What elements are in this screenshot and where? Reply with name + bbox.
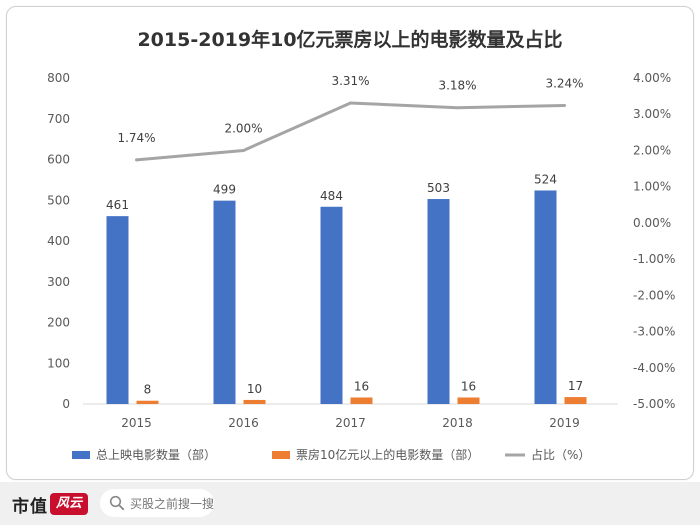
bar-billion-films: [136, 400, 159, 404]
right-axis-tick-label: 4.00%: [633, 71, 671, 85]
bar-billion-films: [457, 397, 480, 404]
bar-data-label: 524: [534, 172, 557, 186]
x-axis-tick-label: 2019: [549, 416, 580, 430]
left-axis-tick-label: 0: [62, 397, 70, 411]
bar-data-label: 484: [320, 189, 343, 203]
search-box[interactable]: 买股之前搜一搜: [100, 489, 214, 517]
left-axis-tick-label: 100: [47, 356, 70, 370]
right-axis-tick-label: 2.00%: [633, 143, 671, 157]
right-axis-tick-label: -1.00%: [633, 252, 675, 266]
right-axis-ticks: -5.00% -4.00% -3.00% -2.00% -1.00% 0.00% 1.00%…: [633, 71, 675, 411]
x-axis-tick-label: 2015: [121, 416, 152, 430]
legend: 总上映电影数量（部） 票房10亿元以上的电影数量（部） 占比（%）: [72, 447, 590, 462]
line-series: 1.74% 2.00% 3.31% 3.18% 3.24%: [117, 74, 584, 162]
brand-logo[interactable]: 市值 风云: [12, 491, 88, 517]
bar-series: 461 499 484 503 524 8 10 16 16 17: [106, 172, 587, 404]
right-axis-tick-label: 1.00%: [633, 180, 671, 194]
bar-total-films: [427, 199, 450, 404]
right-axis-tick-label: -4.00%: [633, 361, 675, 375]
bar-data-label: 16: [354, 379, 369, 393]
bar-billion-films: [243, 399, 266, 404]
line-data-label: 3.31%: [331, 74, 369, 88]
left-axis-tick-label: 700: [47, 112, 70, 126]
line-data-label: 3.18%: [438, 79, 476, 93]
logo-text: 市值: [12, 496, 48, 517]
bar-data-label: 10: [247, 382, 262, 396]
ratio-point: [135, 158, 138, 162]
bar-billion-films: [350, 397, 373, 404]
left-axis-tick-label: 600: [47, 153, 70, 167]
bar-total-films: [106, 216, 129, 404]
line-data-label: 2.00%: [224, 121, 262, 135]
line-data-label: 3.24%: [545, 77, 583, 91]
left-axis-tick-label: 800: [47, 71, 70, 85]
right-axis-tick-label: 3.00%: [633, 107, 671, 121]
footer-bar: 市值 风云 买股之前搜一搜: [0, 482, 700, 525]
bar-data-label: 499: [213, 183, 236, 197]
ratio-point: [456, 106, 459, 110]
x-axis-tick-label: 2017: [335, 416, 366, 430]
bar-data-label: 16: [461, 379, 476, 393]
bar-total-films: [213, 200, 236, 404]
ratio-point: [349, 101, 352, 105]
right-axis-tick-label: -5.00%: [633, 397, 675, 411]
ratio-line: [136, 101, 565, 162]
legend-label: 票房10亿元以上的电影数量（部）: [296, 447, 479, 462]
x-axis-tick-label: 2016: [228, 416, 259, 430]
ratio-point: [242, 148, 245, 152]
left-axis-tick-label: 300: [47, 275, 70, 289]
legend-swatch-bar: [72, 451, 90, 459]
bar-data-label: 503: [427, 181, 450, 195]
search-placeholder: 买股之前搜一搜: [129, 496, 214, 511]
logo-badge-text: 风云: [55, 496, 82, 511]
logo-badge: 风云: [50, 493, 88, 515]
line-data-label: 1.74%: [117, 131, 155, 145]
left-axis-ticks: 0 100 200 300 400 500 600 700 800: [47, 71, 70, 411]
right-axis-tick-label: -3.00%: [633, 325, 675, 339]
bar-data-label: 461: [106, 198, 129, 212]
bar-total-films: [534, 190, 557, 404]
legend-label: 占比（%）: [531, 447, 590, 462]
right-axis-tick-label: 0.00%: [633, 216, 671, 230]
left-axis-tick-label: 500: [47, 193, 70, 207]
right-axis-tick-label: -2.00%: [633, 288, 675, 302]
left-axis-tick-label: 200: [47, 316, 70, 330]
bar-billion-films: [564, 397, 587, 404]
chart-title: 2015-2019年10亿元票房以上的电影数量及占比: [137, 28, 562, 51]
x-axis-ticks: 2015 2016 2017 2018 2019: [121, 416, 580, 430]
ratio-point: [563, 104, 566, 108]
bar-data-label: 17: [568, 379, 583, 393]
bar-data-label: 8: [144, 383, 152, 397]
bar-total-films: [320, 206, 343, 404]
combo-chart: 2015-2019年10亿元票房以上的电影数量及占比 0 100 200 300 400…: [47, 28, 675, 462]
x-axis-tick-label: 2018: [442, 416, 473, 430]
left-axis-tick-label: 400: [47, 234, 70, 248]
search-icon: [109, 495, 125, 511]
legend-swatch-bar: [272, 451, 290, 459]
legend-label: 总上映电影数量（部）: [96, 447, 216, 462]
